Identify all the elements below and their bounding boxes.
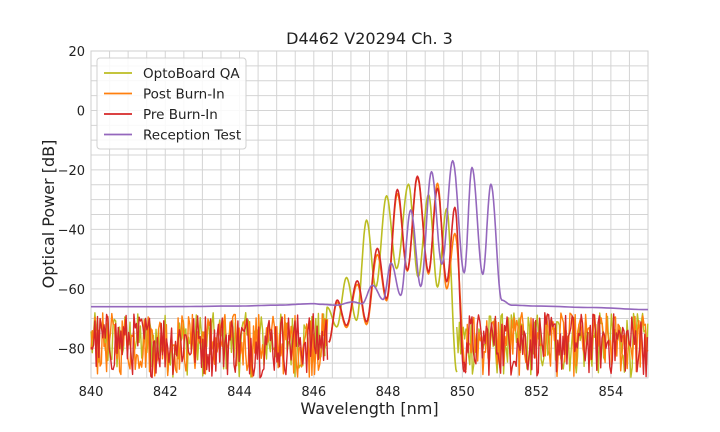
series-line bbox=[324, 183, 458, 373]
y-axis-label: Optical Power [dB] bbox=[39, 140, 58, 289]
legend-label: Pre Burn-In bbox=[143, 107, 218, 123]
tick-labels: 840 842 844 846 848 850 852 854 20 0 −20 −40 −60 −80 bbox=[58, 45, 624, 400]
x-tick-label: 844 bbox=[227, 385, 252, 400]
legend-label: OptoBoard QA bbox=[143, 66, 240, 82]
x-tick-label: 846 bbox=[301, 385, 326, 400]
y-tick-label: 0 bbox=[77, 104, 85, 119]
x-tick-label: 842 bbox=[153, 385, 178, 400]
legend: OptoBoard QA Post Burn-In Pre Burn-In Recep… bbox=[96, 57, 247, 150]
noise-trace bbox=[463, 312, 649, 378]
x-tick-label: 840 bbox=[79, 385, 104, 400]
y-tick-label: −80 bbox=[58, 342, 85, 357]
x-tick-label: 852 bbox=[524, 385, 549, 400]
legend-label: Post Burn-In bbox=[143, 87, 225, 103]
y-tick-label: −40 bbox=[58, 223, 85, 238]
x-tick-label: 850 bbox=[450, 385, 475, 400]
x-tick-label: 848 bbox=[376, 385, 401, 400]
series-group bbox=[90, 159, 649, 379]
legend-box bbox=[96, 57, 247, 150]
y-tick-label: −20 bbox=[58, 164, 85, 179]
legend-label: Reception Test bbox=[143, 128, 241, 144]
y-tick-label: −60 bbox=[58, 283, 85, 298]
series-reception-test bbox=[91, 159, 648, 311]
series-line bbox=[91, 159, 648, 311]
plot-frame bbox=[90, 50, 649, 379]
x-axis-label: Wavelength [nm] bbox=[300, 399, 438, 418]
x-tick-label: 854 bbox=[598, 385, 623, 400]
chart-title: D4462 V20294 Ch. 3 bbox=[286, 29, 453, 48]
y-tick-label: 20 bbox=[68, 45, 85, 60]
noise-trace bbox=[90, 313, 329, 379]
